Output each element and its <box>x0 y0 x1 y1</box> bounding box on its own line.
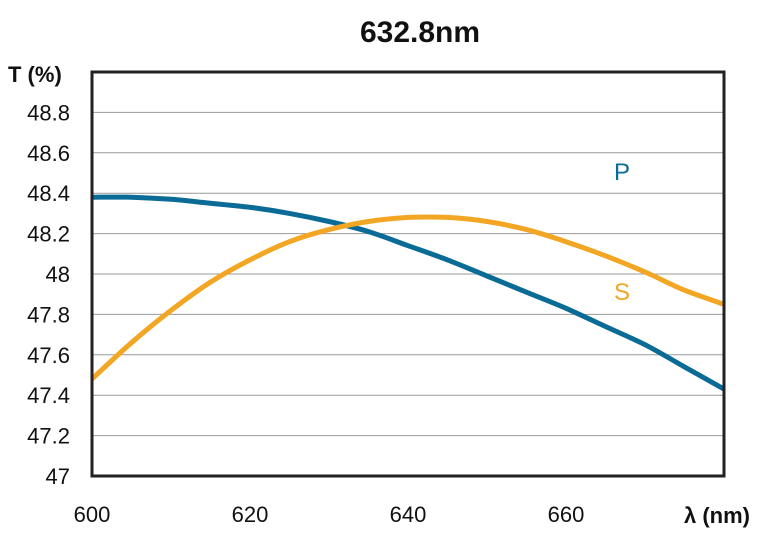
y-tick-label: 47.4 <box>27 383 70 408</box>
chart-title: 632.8nm <box>360 16 480 49</box>
tick-labels: 47 47.2 47.4 47.6 47.8 48 48.2 48.4 48.6 48.8 600 6… <box>27 100 584 527</box>
plot-frame <box>90 70 726 478</box>
x-tick-label: 660 <box>548 502 585 527</box>
y-tick-label: 48.2 <box>27 222 70 247</box>
y-tick-label: 47.8 <box>27 302 70 327</box>
series-line-s <box>90 214 725 381</box>
x-tick-label: 600 <box>74 502 111 527</box>
y-tick-label: 47 <box>46 464 70 489</box>
series-labels: PS <box>614 159 630 306</box>
y-tick-label: 48.8 <box>27 100 70 125</box>
grid-lines <box>92 111 724 437</box>
series-label-s: S <box>614 279 630 306</box>
series-group <box>90 194 726 392</box>
y-tick-label: 47.2 <box>27 424 70 449</box>
series-line-p <box>91 194 726 392</box>
y-tick-label: 48.6 <box>27 141 70 166</box>
x-tick-label: 640 <box>390 502 427 527</box>
x-tick-label: 620 <box>232 502 269 527</box>
series-label-p: P <box>614 159 630 186</box>
y-tick-label: 47.6 <box>27 343 70 368</box>
y-axis-label: T (%) <box>8 62 62 87</box>
y-tick-label: 48 <box>46 262 70 287</box>
x-axis-label: λ (nm) <box>684 503 750 528</box>
y-tick-label: 48.4 <box>27 181 70 206</box>
